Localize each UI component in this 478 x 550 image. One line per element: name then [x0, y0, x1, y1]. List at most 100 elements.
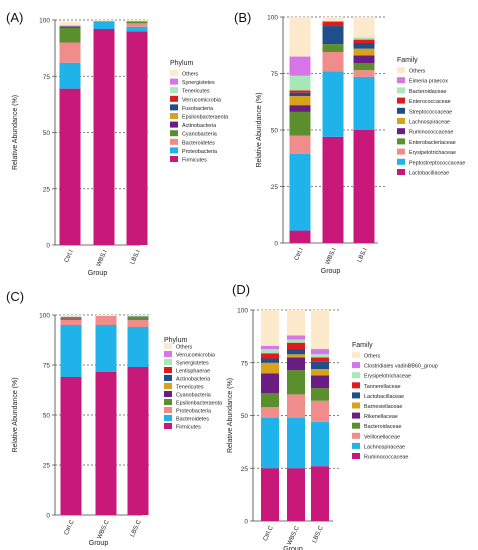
- legend-swatch: [170, 87, 178, 94]
- bar-segment: [126, 21, 148, 24]
- legend-swatch: [397, 67, 405, 73]
- legend-swatch: [164, 351, 172, 357]
- bar-segment: [353, 76, 375, 130]
- legend-label: Synergistetes: [182, 80, 215, 86]
- legend-title: Phylum: [164, 337, 188, 344]
- legend-title: Family: [397, 57, 418, 64]
- legend-swatch: [352, 352, 360, 358]
- bar-segment: [287, 468, 305, 521]
- legend-swatch: [352, 422, 360, 429]
- bar-segment: [289, 111, 311, 136]
- legend-label: Others: [182, 72, 198, 78]
- y-axis-label: Relative Abundance (%): [256, 92, 263, 167]
- x-tick-label: WBS.C: [286, 524, 301, 546]
- y-tick-label: 0: [274, 241, 278, 248]
- bar-segment: [60, 320, 82, 325]
- legend-swatch: [352, 453, 360, 459]
- bar-segment: [93, 21, 115, 29]
- legend-swatch: [397, 107, 405, 114]
- panel-letter-a: (A): [6, 10, 23, 25]
- bar-segment: [322, 21, 344, 27]
- bar-segment: [311, 361, 329, 370]
- bar-segment: [287, 349, 305, 355]
- bar-segment: [322, 71, 344, 137]
- bar-segment: [353, 55, 375, 64]
- legend-swatch: [164, 391, 172, 397]
- bar-segment: [60, 377, 82, 515]
- legend-label: Cyanobacteria: [176, 393, 211, 399]
- bar-segment: [261, 393, 279, 408]
- y-axis-label: Relative Abundance (%): [12, 377, 19, 452]
- legend-swatch: [164, 423, 172, 429]
- bar-segment: [289, 17, 311, 57]
- legend-label: Epsilonbacteraeota: [176, 401, 222, 407]
- y-tick-label: 0: [46, 243, 50, 250]
- bar-segment: [95, 325, 117, 372]
- bar-segment: [126, 23, 148, 27]
- legend-label: Bacteroidetes: [182, 140, 215, 146]
- x-axis-label: Group: [89, 540, 109, 547]
- legend-swatch: [164, 407, 172, 413]
- bar-segment: [261, 373, 279, 394]
- bar-segment: [60, 315, 82, 317]
- legend-swatch: [164, 343, 172, 349]
- bar-segment: [60, 319, 82, 320]
- legend-label: Actinobacteria: [182, 123, 216, 129]
- legend-label: Streptococcaceae: [409, 109, 452, 115]
- legend-swatch: [397, 97, 405, 104]
- legend-label: Ruminococcaceae: [364, 455, 408, 461]
- bar-segment: [289, 105, 311, 112]
- legend-swatch: [170, 130, 178, 137]
- x-tick-label: LBS.I: [129, 249, 142, 266]
- legend-label: Tenericutes: [182, 89, 210, 95]
- legend-label: Lactobacillaceae: [409, 171, 449, 177]
- y-tick-label: 25: [43, 463, 51, 470]
- y-tick-label: 0: [46, 513, 50, 520]
- legend-label: Others: [409, 69, 425, 75]
- y-tick-label: 100: [267, 15, 278, 22]
- bar-segment: [287, 370, 305, 395]
- x-tick-label: LBS.C: [311, 524, 325, 544]
- legend-label: Erysipelotrichaceae: [409, 150, 456, 156]
- legend-label: Proteobacteria: [176, 409, 211, 415]
- bar-segment: [353, 37, 375, 40]
- legend-swatch: [164, 367, 172, 373]
- legend-label: Enterobacteriaceae: [409, 140, 456, 146]
- legend-label: Ruminococcaceae: [409, 130, 453, 136]
- legend: Phylum Others Synergistetes Tenericutes Verr…: [170, 60, 228, 164]
- legend-title: Phylum: [170, 60, 194, 67]
- bar-segment: [59, 62, 81, 89]
- bar-segment: [261, 310, 279, 346]
- bar-segment: [59, 42, 81, 63]
- legend-swatch: [164, 359, 172, 365]
- bar-segment: [289, 153, 311, 231]
- bar-segment: [289, 230, 311, 243]
- bar-segment: [126, 26, 148, 32]
- y-tick-label: 75: [43, 363, 51, 370]
- legend-label: Barnesiellaceae: [364, 404, 402, 410]
- bar-segment: [59, 26, 81, 28]
- legend-swatch: [352, 412, 360, 419]
- legend-swatch: [170, 156, 178, 162]
- legend-swatch: [352, 372, 360, 379]
- y-tick-label: 50: [241, 413, 249, 420]
- legend-label: Synergistetes: [176, 361, 209, 367]
- chart-panel-b: 0 25 50 75 100 Relative Abundance (%) Ctrl.I WB…: [256, 15, 465, 276]
- legend-label: Tannerellaceae: [364, 384, 401, 390]
- panel-letter-d: (D): [232, 282, 250, 297]
- legend-swatch: [170, 70, 178, 76]
- legend-swatch: [397, 77, 405, 84]
- legend-swatch: [164, 383, 172, 389]
- legend-swatch: [397, 158, 405, 165]
- bar-segment: [287, 335, 305, 340]
- bar-segment: [311, 466, 329, 521]
- y-tick-label: 50: [271, 128, 279, 135]
- y-axis-label: Relative Abundance (%): [227, 378, 234, 453]
- x-tick-label: WBS.I: [95, 249, 109, 268]
- legend-swatch: [352, 432, 360, 439]
- legend: Family Others Eimeria praecox Bacteroidacea…: [397, 57, 465, 177]
- bar-segment: [353, 130, 375, 243]
- bar-segment: [59, 88, 81, 245]
- legend-label: Fusobacteria: [182, 106, 213, 112]
- legend-swatch: [397, 87, 405, 94]
